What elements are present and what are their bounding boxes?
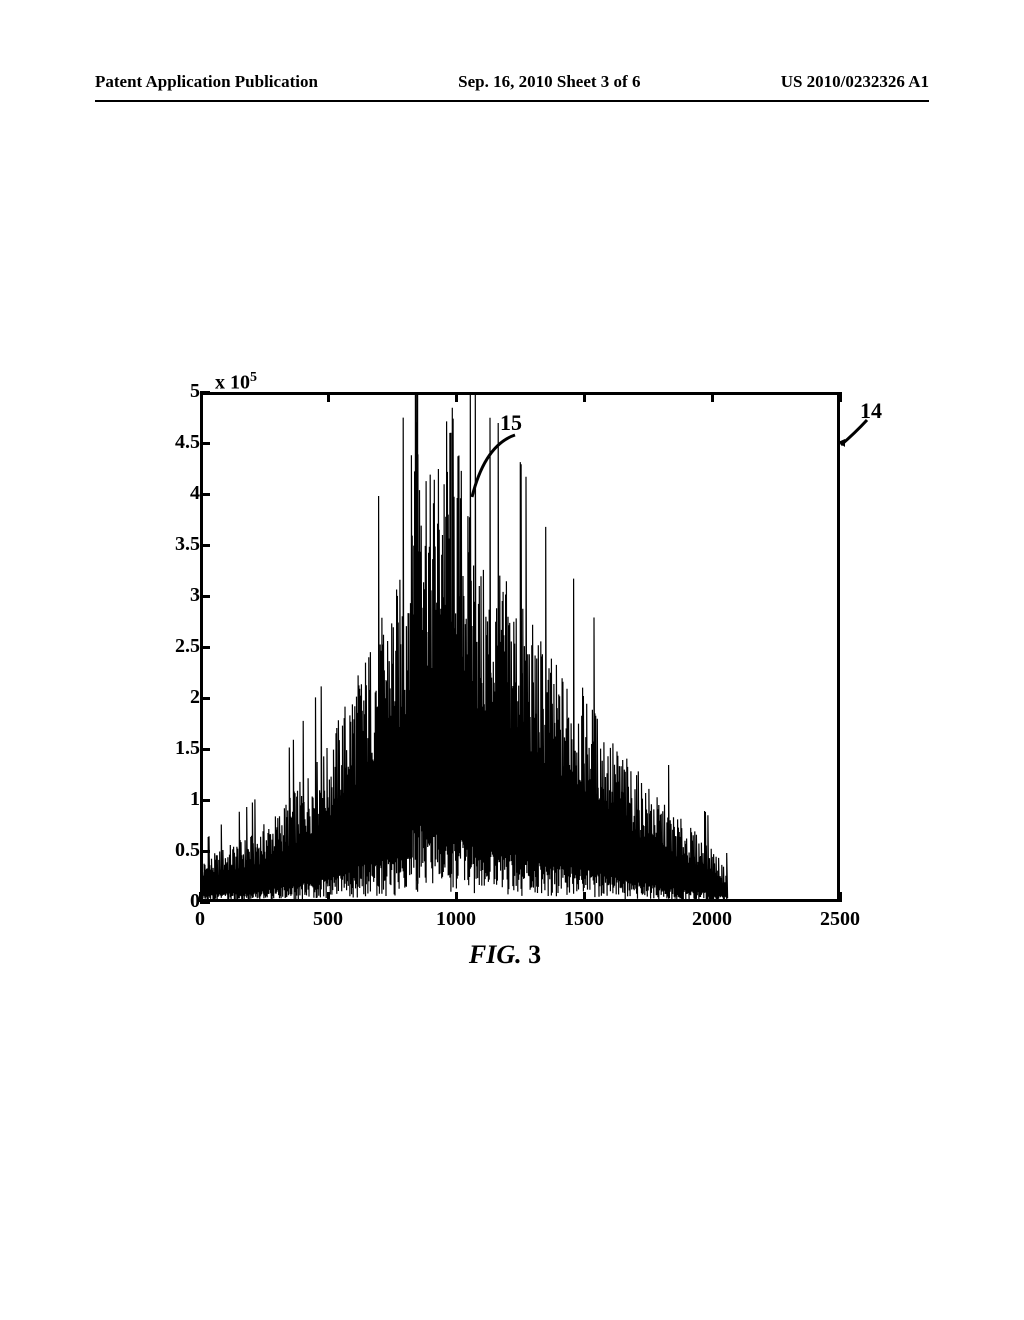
x-tick-label: 500 <box>313 908 343 931</box>
header-rule <box>95 100 929 102</box>
y-tick-label: 0.5 <box>175 839 200 862</box>
y-tick-label: 5 <box>190 380 200 403</box>
y-axis-exponent: x 105 <box>215 370 257 395</box>
y-tick-label: 4 <box>190 482 200 505</box>
y-tick-label: 2 <box>190 686 200 709</box>
y-tick-label: 3.5 <box>175 533 200 556</box>
header-right: US 2010/0232326 A1 <box>781 72 929 92</box>
header-left: Patent Application Publication <box>95 72 318 92</box>
y-tick-label: 3 <box>190 584 200 607</box>
x-tick-label: 2500 <box>820 908 860 931</box>
y-tick-label: 2.5 <box>175 635 200 658</box>
figure-caption: FIG. 3 <box>140 940 870 970</box>
x-tick-label: 1500 <box>564 908 604 931</box>
y-tick-label: 4.5 <box>175 431 200 454</box>
callout-arrow-15 <box>470 425 540 505</box>
x-tick-label: 0 <box>195 908 205 931</box>
y-tick-label: 1.5 <box>175 737 200 760</box>
x-tick-label: 1000 <box>436 908 476 931</box>
header-center: Sep. 16, 2010 Sheet 3 of 6 <box>458 72 640 92</box>
x-tick-label: 2000 <box>692 908 732 931</box>
callout-arrow-14 <box>835 415 875 455</box>
figure-3: x 105 00.511.522.533.544.55 050010001500… <box>140 370 870 960</box>
y-tick-label: 1 <box>190 788 200 811</box>
